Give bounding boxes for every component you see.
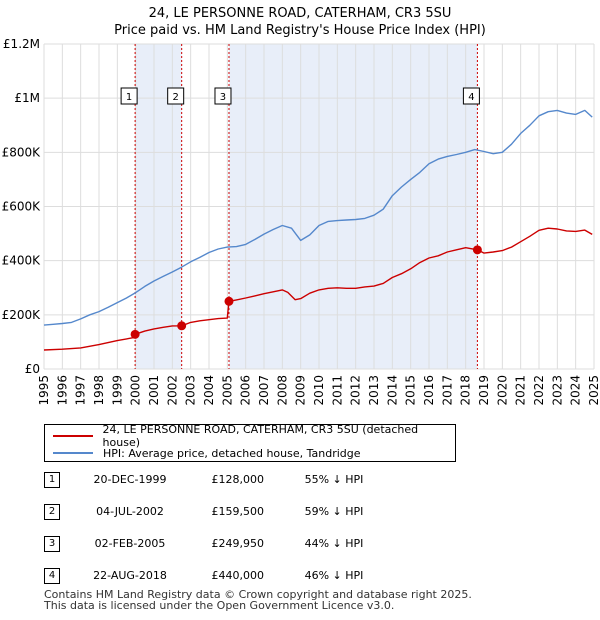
sale-label: 3 xyxy=(220,92,226,103)
x-tick-label: 2017 xyxy=(440,375,454,406)
x-tick-label: 2005 xyxy=(220,375,234,406)
x-tick-label: 2014 xyxy=(385,375,399,406)
y-tick-label: £0 xyxy=(25,362,40,376)
y-tick-label: £200K xyxy=(2,308,42,322)
sale-date: 22-AUG-2018 xyxy=(93,569,167,582)
sale-number-badge: 1 xyxy=(44,472,60,488)
legend-property-swatch xyxy=(53,435,93,437)
sale-label-box xyxy=(214,87,232,105)
y-tick-label: £1M xyxy=(14,91,40,105)
x-tick-label: 1998 xyxy=(92,375,106,406)
table-row: 2 04-JUL-2002 £159,500 59% ↓ HPI xyxy=(44,504,444,520)
property-price-line xyxy=(43,227,593,351)
x-tick-label: 2002 xyxy=(165,375,179,406)
sale-label-box xyxy=(462,87,480,105)
sale-date: 20-DEC-1999 xyxy=(93,473,167,486)
x-tick-label: 2001 xyxy=(147,375,161,406)
x-tick-label: 2011 xyxy=(330,375,344,406)
legend-property-label: 24, LE PERSONNE ROAD, CATERHAM, CR3 5SU … xyxy=(102,423,419,449)
x-tick-label: 2025 xyxy=(587,375,600,406)
sale-point xyxy=(224,296,234,306)
sale-point xyxy=(130,329,140,339)
x-tick-label: 2024 xyxy=(569,375,583,406)
sale-label: 4 xyxy=(468,92,474,103)
sale-price: £159,500 xyxy=(211,505,265,518)
y-tick-label: £600K xyxy=(2,200,42,214)
x-tick-label: 2018 xyxy=(459,375,473,406)
sale-point xyxy=(472,245,482,255)
x-tick-label: 2021 xyxy=(514,375,528,406)
table-row: 1 20-DEC-1999 £128,000 55% ↓ HPI xyxy=(44,472,444,488)
chart-title: 24, LE PERSONNE ROAD, CATERHAM, CR3 5SU xyxy=(148,6,452,21)
sale-hpi-diff: 59% ↓ HPI xyxy=(304,505,364,518)
x-tick-label: 2020 xyxy=(495,375,509,406)
sale-number-badge: 3 xyxy=(44,536,60,552)
sale-hpi-diff: 55% ↓ HPI xyxy=(304,473,364,486)
legend-hpi-swatch xyxy=(53,452,93,454)
price-chart: 1 2 3 4 £0 £200K £400K £600K £800K £1M £1.2M 1995 1… xyxy=(2,37,600,406)
sale-price: £249,950 xyxy=(211,537,265,550)
sale-date: 02-FEB-2005 xyxy=(94,537,166,550)
table-row: 4 22-AUG-2018 £440,000 46% ↓ HPI xyxy=(44,568,444,584)
legend-property: 24, LE PERSONNE ROAD, CATERHAM, CR3 5SU … xyxy=(53,423,455,449)
legend: 24, LE PERSONNE ROAD, CATERHAM, CR3 5SU … xyxy=(44,423,456,462)
x-tick-label: 2012 xyxy=(349,375,363,406)
hpi-line xyxy=(43,109,593,326)
sale-label: 2 xyxy=(172,92,178,103)
sale-hpi-diff: 46% ↓ HPI xyxy=(304,569,364,582)
x-tick-label: 2022 xyxy=(532,375,546,406)
x-tick-label: 2019 xyxy=(477,375,491,406)
table-row: 3 02-FEB-2005 £249,950 44% ↓ HPI xyxy=(44,536,444,552)
sale-price: £440,000 xyxy=(211,569,265,582)
x-tick-label: 2010 xyxy=(312,375,326,406)
sale-number-badge: 4 xyxy=(44,568,60,584)
x-tick-label: 2000 xyxy=(129,375,143,406)
chart-subtitle: Price paid vs. HM Land Registry's House … xyxy=(114,23,486,38)
x-tick-label: 2003 xyxy=(184,375,198,406)
sale-price: £128,000 xyxy=(211,473,265,486)
x-tick-label: 2006 xyxy=(239,375,253,406)
sale-label-box xyxy=(120,87,138,105)
sale-label-box xyxy=(167,87,185,105)
legend-hpi: HPI: Average price, detached house, Tand… xyxy=(53,445,361,461)
x-tick-label: 2004 xyxy=(202,375,216,406)
sale-date: 04-JUL-2002 xyxy=(96,505,164,518)
sale-hpi-diff: 44% ↓ HPI xyxy=(304,537,364,550)
sale-number-badge: 2 xyxy=(44,504,60,520)
x-tick-label: 2023 xyxy=(550,375,564,406)
x-tick-label: 1996 xyxy=(55,375,69,406)
x-tick-label: 1997 xyxy=(74,375,88,406)
x-tick-label: 2009 xyxy=(294,375,308,406)
sale-label: 1 xyxy=(126,92,132,103)
attribution: Contains HM Land Registry data © Crown c… xyxy=(44,589,472,611)
x-tick-label: 2013 xyxy=(367,375,381,406)
y-tick-label: £800K xyxy=(2,145,42,159)
x-tick-label: 1999 xyxy=(110,375,124,406)
x-tick-label: 2008 xyxy=(275,375,289,406)
legend-hpi-label: HPI: Average price, detached house, Tand… xyxy=(103,446,361,460)
x-tick-label: 2015 xyxy=(404,375,418,406)
attribution-line-2: This data is licensed under the Open Gov… xyxy=(44,599,395,612)
x-tick-label: 2007 xyxy=(257,375,271,406)
y-tick-label: £1.2M xyxy=(3,37,40,51)
attribution-line-1: Contains HM Land Registry data © Crown c… xyxy=(44,588,472,601)
x-tick-label: 1995 xyxy=(37,375,51,406)
sale-point xyxy=(177,321,187,331)
x-tick-label: 2016 xyxy=(422,375,436,406)
y-tick-label: £400K xyxy=(2,254,42,268)
